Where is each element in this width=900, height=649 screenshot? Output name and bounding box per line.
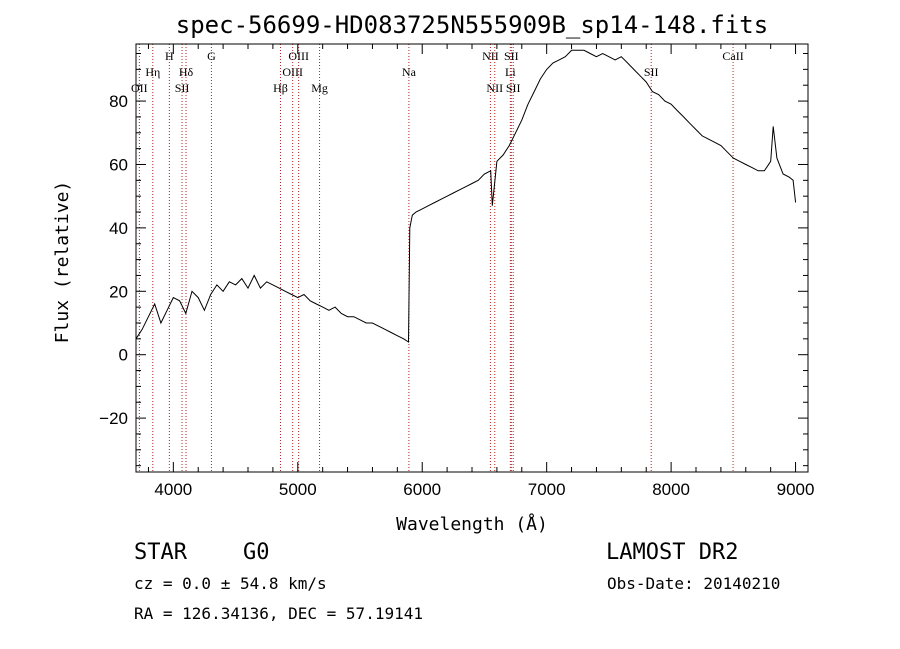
- x-tick-label: 5000: [279, 480, 317, 499]
- x-tick-label: 4000: [154, 480, 192, 499]
- object-subclass: G0: [243, 540, 270, 565]
- y-tick-label: 20: [109, 282, 128, 301]
- line-marker-label: Hβ: [273, 81, 288, 95]
- spectral-line-labels: OIIHηHSIIHδGHβOIIIOIIIMgNaNIINIILiSIISII…: [131, 49, 744, 95]
- y-tick-label: 0: [119, 346, 128, 365]
- line-marker-label: Hδ: [179, 65, 194, 79]
- line-marker-label: NII: [482, 49, 499, 63]
- spectral-line-markers: [138, 44, 734, 472]
- object-class: STAR: [134, 540, 187, 565]
- line-marker-label: G: [207, 49, 216, 63]
- line-marker-label: NII: [486, 81, 503, 95]
- chart-title: spec-56699-HD083725N555909B_sp14-148.fit…: [176, 11, 768, 39]
- y-axis-label: Flux (relative): [52, 181, 73, 344]
- redshift-value: cz = 0.0 ± 54.8 km/s: [134, 574, 327, 593]
- line-marker-label: OII: [131, 81, 148, 95]
- y-axis: −20 0 20 40 60 80: [99, 53, 808, 467]
- y-tick-label: 60: [109, 155, 128, 174]
- y-tick-label: 80: [109, 92, 128, 111]
- coordinates: RA = 126.34136, DEC = 57.19141: [134, 604, 423, 623]
- x-axis: 4000 5000 6000 7000 8000 9000: [147, 44, 815, 499]
- line-marker-label: OIII: [288, 49, 309, 63]
- y-tick-label: 40: [109, 219, 128, 238]
- observation-date: Obs-Date: 20140210: [607, 574, 781, 593]
- x-tick-label: 9000: [777, 480, 815, 499]
- line-marker-label: OIII: [282, 65, 303, 79]
- x-tick-label: 6000: [403, 480, 441, 499]
- x-tick-label: 8000: [652, 480, 690, 499]
- x-axis-label: Wavelength (Å): [396, 513, 548, 535]
- line-marker-label: Li: [505, 65, 516, 79]
- line-marker-label: SII: [644, 65, 659, 79]
- plot-frame: [135, 43, 809, 473]
- line-marker-label: Hη: [145, 65, 160, 79]
- y-tick-label: −20: [99, 409, 128, 428]
- line-marker-label: H: [165, 49, 174, 63]
- x-tick-label: 7000: [528, 480, 566, 499]
- survey-name: LAMOST DR2: [606, 540, 739, 565]
- line-marker-label: Na: [402, 65, 417, 79]
- line-marker-label: CaII: [722, 49, 743, 63]
- spectrum-line: [135, 49, 797, 343]
- line-marker-label: Mg: [311, 81, 328, 95]
- line-marker-label: SII: [506, 81, 521, 95]
- line-marker-label: SII: [175, 81, 190, 95]
- line-marker-label: SII: [504, 49, 519, 63]
